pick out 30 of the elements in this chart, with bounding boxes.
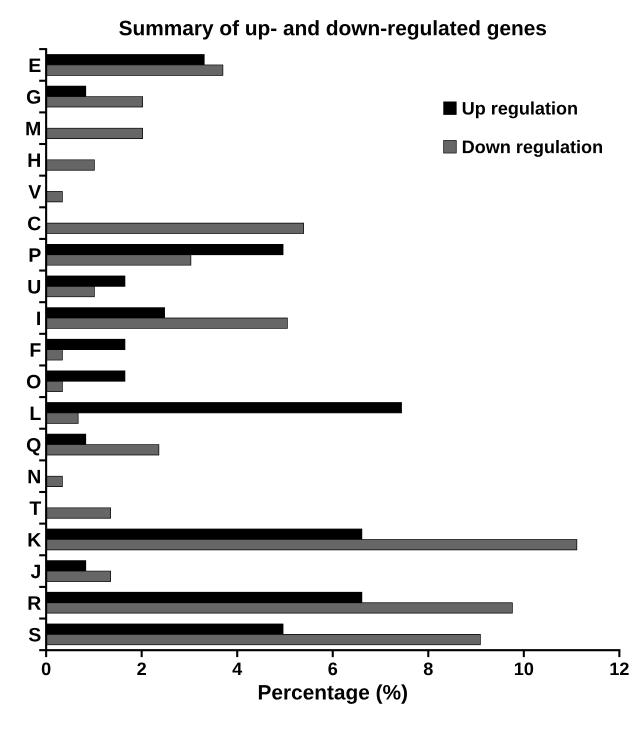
y-tick-label: G bbox=[26, 90, 40, 104]
legend-label: Up regulation bbox=[462, 101, 577, 118]
y-tick-label: T bbox=[30, 501, 42, 515]
y-tick-label: N bbox=[28, 470, 40, 484]
x-tick-label: 6 bbox=[328, 662, 338, 676]
y-tick-label: R bbox=[28, 596, 41, 610]
chart-title: Summary of up- and down-regulated genes bbox=[119, 20, 546, 40]
y-tick-label: K bbox=[28, 533, 42, 546]
y-tick-label: C bbox=[28, 216, 41, 230]
x-tick-label: 0 bbox=[42, 662, 50, 676]
x-tick-label: 2 bbox=[137, 662, 146, 676]
x-tick-label: 4 bbox=[232, 662, 242, 676]
y-tick-label: Q bbox=[26, 438, 40, 456]
y-tick-label: J bbox=[30, 564, 40, 578]
y-tick-label: E bbox=[30, 58, 41, 72]
y-tick-label: S bbox=[28, 628, 41, 642]
y-tick-label: U bbox=[28, 280, 40, 294]
y-tick-label: O bbox=[26, 374, 40, 389]
x-axis-title: Percentage (%) bbox=[258, 684, 407, 704]
x-tick-label: 12 bbox=[610, 662, 629, 676]
y-tick-label: M bbox=[26, 122, 40, 136]
x-tick-label: 10 bbox=[514, 662, 534, 676]
y-tick-label: F bbox=[30, 343, 41, 357]
x-tick-label: 8 bbox=[424, 662, 433, 676]
y-tick-label: H bbox=[28, 154, 40, 167]
legend-label: Down regulation bbox=[462, 140, 602, 157]
y-tick-label: V bbox=[28, 185, 42, 199]
y-tick-label: I bbox=[37, 312, 40, 326]
y-tick-label: L bbox=[30, 406, 41, 420]
y-tick-label: P bbox=[30, 248, 41, 262]
